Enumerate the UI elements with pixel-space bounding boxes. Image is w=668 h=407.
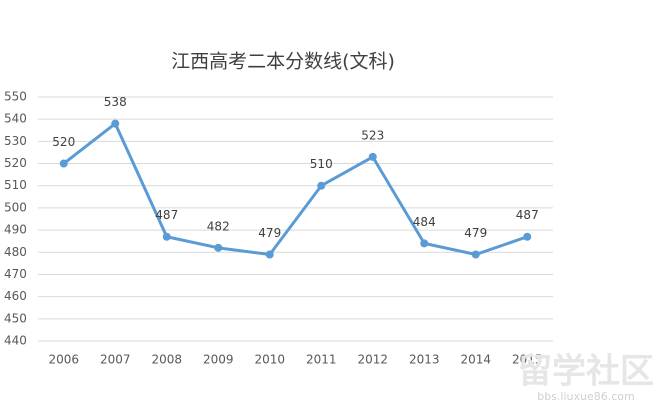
y-tick-label: 470 (4, 267, 27, 281)
point (111, 119, 120, 128)
y-tick-label: 550 (4, 90, 27, 104)
point (368, 152, 377, 161)
y-tick-label: 450 (4, 311, 27, 325)
point (214, 243, 223, 252)
point (59, 159, 68, 168)
data-label: 484 (413, 215, 436, 229)
data-label: 479 (464, 226, 487, 240)
watermark: 留学社区 (518, 352, 654, 392)
x-tick-label: 2013 (409, 353, 440, 367)
y-tick-label: 490 (4, 223, 27, 237)
y-tick-label: 460 (4, 289, 27, 303)
point (420, 239, 429, 248)
x-tick-label: 2010 (254, 353, 285, 367)
watermark-url: bbs.liuxue86.com (537, 390, 635, 403)
chart-title: 江西高考二本分数线(文科) (171, 51, 395, 73)
data-label: 520 (52, 135, 75, 149)
data-label: 482 (207, 219, 230, 233)
y-tick-label: 540 (4, 112, 27, 126)
x-tick-label: 2007 (100, 353, 131, 367)
point (523, 232, 532, 241)
y-tick-label: 500 (4, 200, 27, 214)
data-label: 487 (516, 208, 539, 222)
x-tick-label: 2009 (203, 353, 234, 367)
x-tick-label: 2012 (357, 353, 388, 367)
y-tick-label: 510 (4, 178, 27, 192)
x-tick-label: 2006 (48, 353, 79, 367)
x-tick-label: 2011 (306, 353, 337, 367)
point (471, 250, 480, 259)
y-tick-label: 480 (4, 245, 27, 259)
point (265, 250, 274, 259)
x-tick-label: 2008 (151, 353, 182, 367)
data-label: 510 (310, 157, 333, 171)
x-tick-label: 2014 (460, 353, 491, 367)
line (62, 122, 528, 256)
x-tick-label: 2015 (512, 353, 543, 367)
data-label: 538 (104, 95, 127, 109)
point (162, 232, 171, 241)
y-tick-label: 440 (4, 334, 27, 348)
data-label: 479 (258, 226, 281, 240)
y-tick-label: 530 (4, 134, 27, 148)
point (317, 181, 326, 190)
data-label: 523 (361, 128, 384, 142)
y-tick-label: 520 (4, 156, 27, 170)
data-label: 487 (155, 208, 178, 222)
